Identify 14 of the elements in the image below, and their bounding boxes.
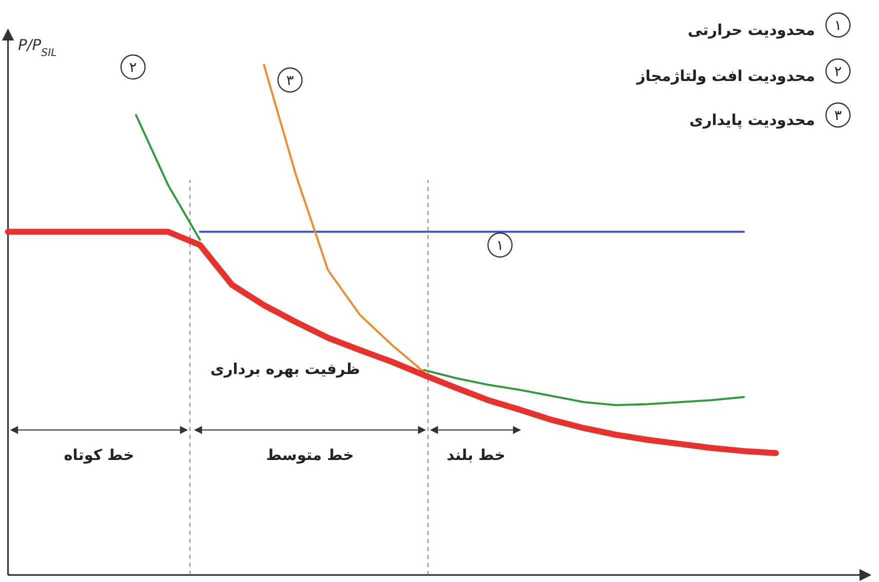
annotation: محدودیت پایداری — [689, 111, 815, 129]
annotation: ۲ — [129, 60, 137, 76]
y-axis-title: P/P$_{SIL}$ — [18, 36, 57, 59]
annotation: خط کوتاه — [64, 446, 134, 464]
annotation: خط بلند — [446, 446, 506, 464]
annotation: ۳ — [286, 73, 294, 89]
annotation: خط متوسط — [266, 446, 354, 464]
text: ۳ — [834, 108, 842, 124]
annotation: ۱ — [496, 238, 504, 254]
text: محدودیت حرارتی — [688, 21, 815, 39]
annotation: محدودیت افت ولتاژمجاز — [636, 67, 815, 85]
text: ۱ — [834, 18, 842, 34]
series-label: ظرفیت بهره برداری — [210, 360, 360, 378]
text: ۲ — [834, 64, 842, 80]
